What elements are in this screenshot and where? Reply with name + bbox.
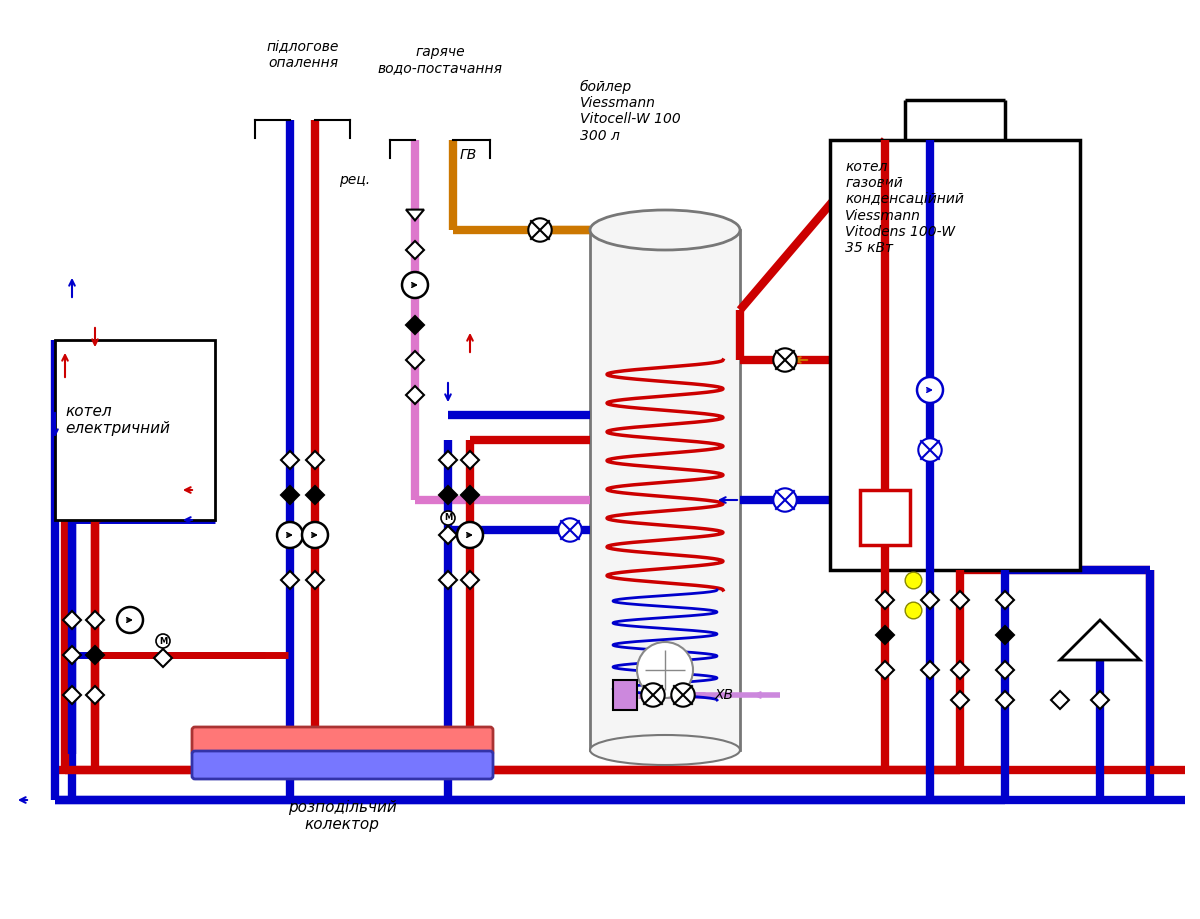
Polygon shape: [461, 486, 479, 504]
Polygon shape: [406, 386, 424, 404]
Circle shape: [457, 522, 482, 548]
Polygon shape: [306, 571, 324, 589]
Polygon shape: [952, 591, 970, 609]
Bar: [613, 680, 637, 710]
Polygon shape: [64, 646, 82, 664]
Polygon shape: [406, 210, 424, 221]
Polygon shape: [154, 649, 172, 667]
Polygon shape: [86, 646, 104, 664]
Ellipse shape: [590, 735, 740, 765]
Polygon shape: [281, 451, 299, 469]
Polygon shape: [876, 626, 894, 644]
Ellipse shape: [590, 210, 740, 250]
Polygon shape: [306, 451, 324, 469]
Circle shape: [118, 607, 143, 633]
Polygon shape: [439, 451, 457, 469]
Polygon shape: [996, 691, 1014, 709]
Polygon shape: [876, 661, 894, 679]
Text: розподільчий
колектор: розподільчий колектор: [288, 800, 396, 833]
Circle shape: [528, 219, 552, 242]
Circle shape: [637, 642, 694, 698]
Polygon shape: [439, 486, 457, 504]
Polygon shape: [461, 571, 479, 589]
Circle shape: [442, 511, 455, 525]
Polygon shape: [952, 691, 970, 709]
Polygon shape: [281, 486, 299, 504]
Polygon shape: [406, 241, 424, 259]
Bar: [830, 140, 1080, 570]
Polygon shape: [64, 611, 82, 629]
Circle shape: [773, 488, 797, 512]
Polygon shape: [86, 686, 104, 704]
Polygon shape: [922, 661, 940, 679]
Polygon shape: [406, 351, 424, 369]
Polygon shape: [996, 591, 1014, 609]
Polygon shape: [406, 316, 424, 334]
Text: гаряче
водо-постачання: гаряче водо-постачання: [378, 45, 503, 75]
Polygon shape: [952, 661, 970, 679]
Text: ХВ: ХВ: [715, 688, 734, 702]
Polygon shape: [996, 626, 1014, 644]
Text: рец.: рец.: [338, 173, 370, 187]
Polygon shape: [306, 486, 324, 504]
Text: котел
електричний: котел електричний: [65, 403, 170, 437]
Polygon shape: [876, 591, 894, 609]
Circle shape: [156, 634, 170, 648]
Circle shape: [302, 522, 328, 548]
Polygon shape: [1091, 691, 1109, 709]
Bar: [55, 340, 215, 520]
Polygon shape: [922, 591, 940, 609]
Polygon shape: [86, 611, 104, 629]
Circle shape: [558, 518, 582, 541]
Circle shape: [671, 684, 695, 707]
Circle shape: [277, 522, 302, 548]
Circle shape: [918, 438, 942, 461]
Text: котел
газовий
конденсаційний
Viessmann
Vitodens 100-W
35 кВт: котел газовий конденсаційний Viessmann V…: [845, 160, 964, 255]
Text: M: M: [444, 514, 452, 523]
Polygon shape: [439, 571, 457, 589]
Polygon shape: [1051, 691, 1069, 709]
FancyBboxPatch shape: [192, 751, 493, 779]
Polygon shape: [64, 686, 82, 704]
Bar: [860, 490, 910, 545]
Text: бойлер
Viessmann
Vitocell-W 100
300 л: бойлер Viessmann Vitocell-W 100 300 л: [580, 80, 680, 142]
Polygon shape: [439, 526, 457, 544]
Polygon shape: [996, 661, 1014, 679]
Circle shape: [773, 348, 797, 371]
Bar: [590, 230, 740, 750]
Circle shape: [402, 272, 428, 298]
Circle shape: [917, 377, 943, 403]
Circle shape: [641, 684, 665, 707]
Polygon shape: [461, 451, 479, 469]
Polygon shape: [281, 571, 299, 589]
Text: M: M: [158, 637, 167, 645]
Text: ГВ: ГВ: [460, 148, 478, 162]
FancyBboxPatch shape: [192, 727, 493, 755]
Text: підлогове
опалення: підлогове опалення: [266, 40, 340, 70]
Polygon shape: [1060, 620, 1140, 660]
